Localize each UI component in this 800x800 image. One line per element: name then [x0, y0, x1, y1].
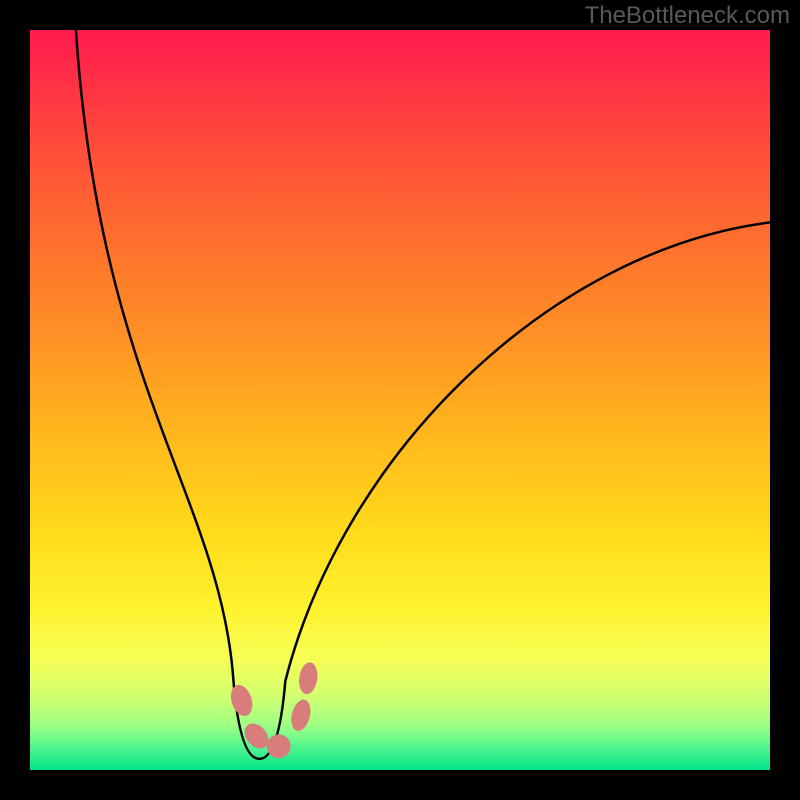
plot-background: [30, 30, 770, 770]
marker-blob: [267, 734, 291, 758]
chart-container: TheBottleneck.com: [0, 0, 800, 800]
chart-svg: [0, 0, 800, 800]
watermark-text: TheBottleneck.com: [585, 2, 790, 30]
